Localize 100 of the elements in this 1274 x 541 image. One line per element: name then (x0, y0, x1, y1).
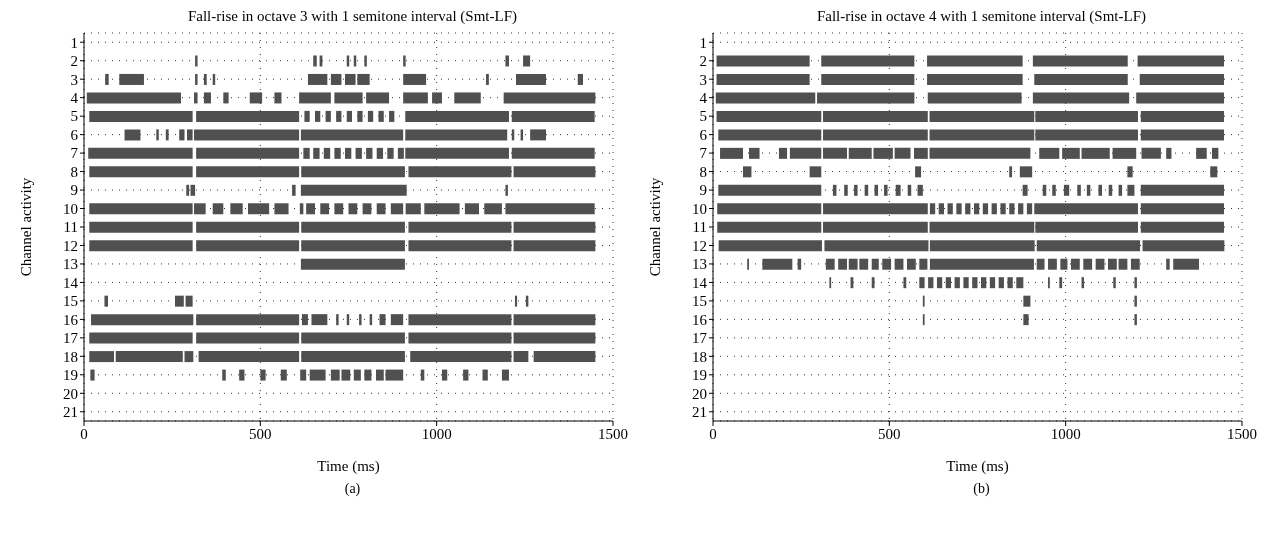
bar (179, 129, 185, 141)
bar (514, 295, 518, 307)
bar (379, 314, 386, 326)
bar (919, 277, 925, 289)
bar (1083, 258, 1093, 270)
bar (104, 295, 108, 307)
bar (991, 203, 997, 215)
bar (929, 203, 936, 215)
bar (357, 110, 363, 122)
bar (1052, 184, 1056, 196)
bar (917, 184, 923, 196)
bar (89, 110, 193, 122)
bar (376, 203, 386, 215)
bar (313, 147, 320, 159)
bar (463, 369, 469, 381)
bar (501, 369, 509, 381)
bar (482, 369, 488, 381)
y-tick-label: 16 (692, 311, 708, 328)
bar (919, 258, 928, 270)
bar (823, 147, 848, 159)
bar (274, 203, 289, 215)
bar (577, 73, 584, 85)
bar (212, 203, 224, 215)
bar (1022, 184, 1028, 196)
bar (825, 258, 835, 270)
bar (89, 221, 193, 233)
bar (947, 203, 953, 215)
bar (1039, 147, 1060, 159)
x-tick-label: 500 (878, 425, 901, 442)
y-tick-label: 15 (63, 293, 78, 310)
y-tick-label: 6 (70, 126, 79, 143)
bar (530, 129, 546, 141)
bar (299, 92, 331, 104)
bar (1019, 166, 1033, 178)
bar (1140, 221, 1225, 233)
bar (945, 277, 952, 289)
bar (1059, 277, 1063, 289)
bar (378, 110, 384, 122)
bar (408, 332, 512, 344)
bar (929, 147, 1031, 159)
bar (239, 369, 245, 381)
bar (344, 147, 352, 159)
bar (972, 277, 978, 289)
bar (301, 314, 308, 326)
bar (513, 351, 529, 363)
bar (894, 258, 904, 270)
bar (717, 221, 822, 233)
bar (1113, 277, 1116, 289)
bar (513, 314, 596, 326)
y-tick-label: 19 (63, 367, 78, 384)
bar (715, 92, 816, 104)
bar (325, 110, 331, 122)
x-axis-title: Time (ms) (946, 458, 1009, 475)
bar (115, 351, 183, 363)
bar (778, 147, 788, 159)
y-tick-label: 11 (692, 219, 707, 236)
bar (292, 184, 296, 196)
bar (390, 314, 404, 326)
bar (387, 147, 394, 159)
y-tick-label: 12 (692, 237, 707, 254)
bar (1095, 258, 1105, 270)
bar (762, 258, 793, 270)
bar (300, 129, 404, 141)
bar (195, 55, 198, 67)
bar (748, 147, 760, 159)
bar (1137, 55, 1225, 67)
bar (513, 166, 596, 178)
bar (403, 92, 428, 104)
bar (88, 147, 193, 159)
bar (198, 351, 300, 363)
y-tick-label: 14 (692, 274, 708, 291)
bar (301, 332, 405, 344)
bar (196, 110, 300, 122)
bar (364, 369, 372, 381)
bar (300, 369, 307, 381)
bar (516, 73, 546, 85)
bar (424, 203, 460, 215)
y-tick-label: 21 (63, 404, 78, 421)
y-tick-label: 2 (70, 53, 78, 70)
bar (334, 147, 341, 159)
bar (533, 351, 596, 363)
bar (1000, 203, 1006, 215)
bar (927, 55, 1023, 67)
bar (817, 92, 915, 104)
bar (1023, 295, 1031, 307)
chart-title: Fall-rise in octave 4 with 1 semitone interval (Smt-LF) (815, 8, 1147, 25)
bar (894, 147, 911, 159)
bar (1034, 203, 1138, 215)
bar (1034, 73, 1128, 85)
y-tick-label: 21 (692, 404, 707, 421)
bar (718, 240, 822, 252)
y-tick-label: 13 (63, 256, 78, 273)
bar (973, 203, 980, 215)
bar (247, 203, 270, 215)
bar (364, 55, 367, 67)
bar (963, 277, 969, 289)
bar (300, 258, 405, 270)
bar (1134, 295, 1137, 307)
bar (895, 184, 901, 196)
bar (523, 55, 531, 67)
